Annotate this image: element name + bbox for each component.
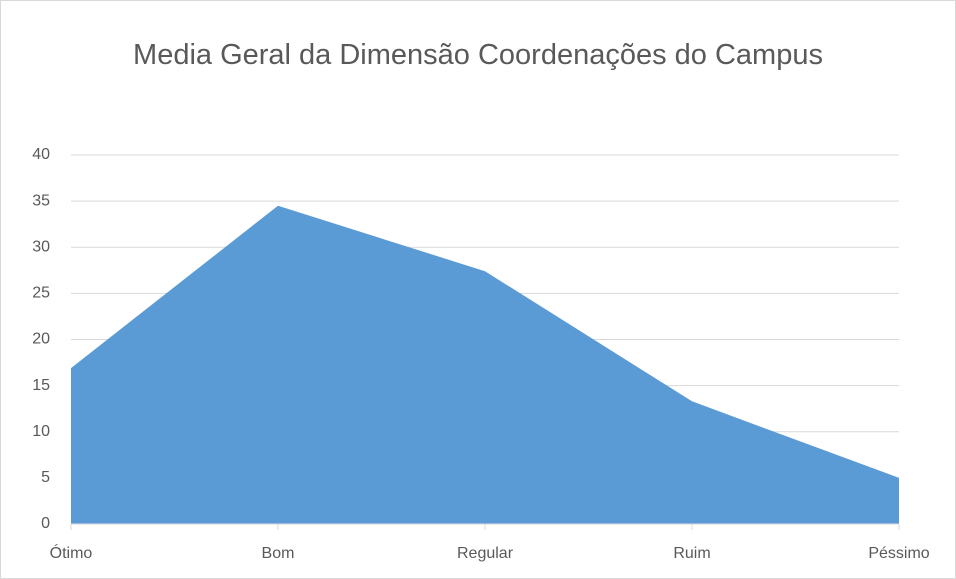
area: [71, 205, 899, 525]
y-tick-label: 0: [41, 515, 50, 532]
y-tick-label: 25: [32, 285, 50, 302]
chart-title: Media Geral da Dimensão Coordenações do …: [133, 39, 823, 71]
y-tick-label: 5: [41, 469, 50, 486]
x-tick-label: Regular: [457, 545, 514, 562]
y-tick-label: 35: [32, 192, 50, 209]
x-tick-label: Ótimo: [50, 543, 93, 562]
y-tick-label: 10: [32, 423, 50, 440]
x-tick-label: Ruim: [673, 545, 710, 562]
x-tick-label: Péssimo: [868, 545, 929, 562]
y-tick-label: 15: [32, 377, 50, 394]
y-tick-label: 30: [32, 238, 50, 255]
x-tick-label: Bom: [262, 545, 295, 562]
y-tick-label: 20: [32, 331, 50, 348]
y-tick-label: 40: [32, 146, 50, 163]
